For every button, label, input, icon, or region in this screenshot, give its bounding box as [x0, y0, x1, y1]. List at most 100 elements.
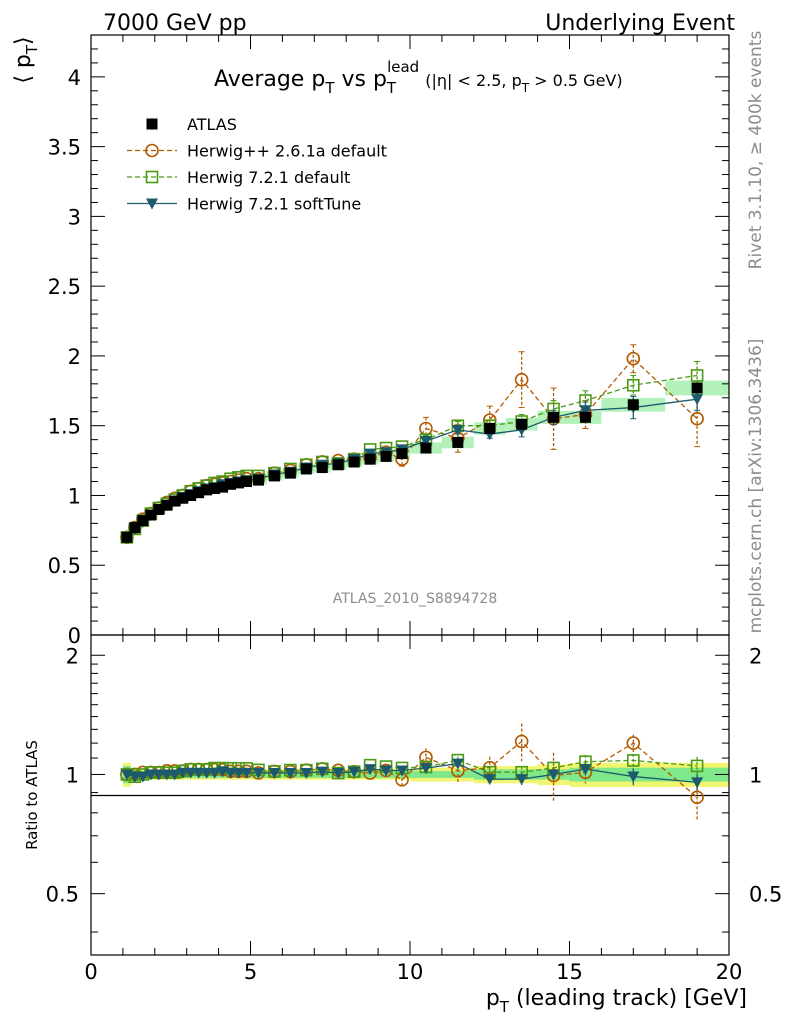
plot-title: Average pT vs pTlead(|η| < 2.5, pT > 0.5…: [214, 58, 623, 97]
ratio-y-tick-label-left: 1: [66, 763, 79, 787]
data-point: [332, 459, 344, 471]
data-point: [579, 411, 591, 423]
ratio-point: [192, 767, 205, 779]
legend-label: Herwig 7.2.1 softTune: [187, 195, 361, 214]
data-point: [626, 378, 640, 392]
main-panel: 00.511.522.533.54 Average pT vs pTlead(|…: [48, 34, 730, 648]
xlabel-pre: p: [486, 986, 500, 1011]
ratio-point: [348, 766, 361, 778]
xlabel-post: (leading track) [GeV]: [509, 986, 747, 1011]
legend-label: Herwig++ 2.6.1a default: [187, 142, 387, 161]
ratio-point: [208, 767, 221, 779]
ratio-point: [547, 769, 560, 781]
y-axis-label: ⟨ pT⟩: [11, 36, 41, 83]
ratio-point: [627, 771, 640, 783]
data-point: [177, 492, 189, 504]
title-cut-a: (|η| < 2.5, p: [425, 71, 522, 90]
data-point: [626, 351, 641, 366]
data-point: [129, 522, 141, 534]
ratio-point: [200, 767, 213, 779]
x-tick-label: 5: [244, 960, 257, 984]
data-point: [380, 450, 392, 462]
main-axis-ticks: 0 0.5 1 1.5 2 2.5 3 3.5 4: [48, 34, 730, 648]
data-point: [691, 382, 703, 394]
rivet-version-label: Rivet 3.1.10, ≥ 400k events: [746, 31, 766, 270]
ratio-point: [626, 736, 641, 750]
ratio-point: [396, 765, 409, 777]
data-point: [690, 411, 704, 426]
ratio-point: [284, 767, 297, 779]
ratio-band-inner: [410, 771, 442, 778]
ratio-point: [690, 759, 704, 773]
ratio-point: [316, 766, 329, 778]
main-y-tick-label: 0: [68, 624, 81, 648]
data-point: [348, 456, 360, 468]
ratio-band-inner: [314, 771, 347, 778]
ratio-line: [126, 762, 698, 784]
main-y-tick-label: 1.5: [48, 415, 81, 439]
ratio-point: [451, 758, 464, 770]
ratio-point: [364, 764, 377, 776]
data-point: [627, 399, 639, 411]
ratio-point: [626, 754, 640, 767]
ratio-point: [515, 774, 528, 786]
ratio-point: [136, 771, 149, 783]
x-tick-label: 0: [84, 960, 97, 984]
data-point: [451, 424, 464, 436]
title-vs: vs p: [334, 67, 386, 92]
ratio-point: [419, 763, 432, 775]
x-tick-label: 10: [397, 960, 424, 984]
ratio-point: [252, 767, 265, 779]
legend-label: Herwig 7.2.1 default: [187, 168, 350, 187]
ratio-axis-ticks: 0 5 10 15 20 0.5 0.5 1 1 2 2: [46, 635, 782, 984]
x-tick-label: 20: [716, 960, 743, 984]
ratio-y-tick-label-left: 0.5: [46, 883, 79, 907]
ratio-point: [224, 767, 237, 779]
data-point: [579, 405, 592, 417]
data-point: [252, 474, 264, 486]
data-point: [225, 478, 237, 490]
ratio-point: [184, 767, 197, 779]
legend-marker: [146, 198, 158, 210]
ratio-point: [240, 767, 253, 779]
series-line: [126, 398, 698, 538]
data-point: [419, 436, 432, 448]
ratio-point: [332, 768, 345, 780]
ratio-panel: 0 5 10 15 20 0.5 0.5 1 1 2 2: [46, 634, 782, 984]
ratio-y-tick-label-right: 2: [749, 644, 762, 668]
data-point: [690, 369, 704, 382]
ratio-point: [691, 777, 704, 789]
data-point: [514, 372, 529, 387]
ratio-y-tick-label-left: 2: [66, 644, 79, 668]
ratio-band-inner: [282, 771, 315, 778]
ratio-series: [120, 723, 704, 822]
data-point: [364, 453, 376, 465]
ratio-point: [232, 767, 245, 779]
x-axis-label: pT (leading track) [GeV]: [486, 986, 747, 1016]
data-point: [137, 515, 149, 527]
x-tick-label: 15: [556, 960, 583, 984]
data-point: [452, 436, 464, 448]
legend-marker: [145, 170, 159, 184]
data-point: [193, 487, 205, 499]
data-point: [185, 489, 197, 501]
mcplots-label: mcplots.cern.ch [arXiv:1306.3436]: [746, 339, 766, 634]
ylabel-left: ⟨ p: [11, 54, 36, 84]
data-point: [691, 394, 704, 406]
ratio-point: [144, 769, 157, 781]
title-cut-sub: T: [521, 81, 530, 95]
ratio-point: [380, 765, 393, 777]
title-main: Average p: [214, 67, 325, 92]
title-vs-sub: T: [386, 79, 397, 97]
main-y-tick-label: 2: [68, 345, 81, 369]
ratio-band-inner: [250, 771, 283, 778]
ratio-point: [579, 764, 592, 776]
ratio-point: [690, 790, 704, 805]
main-y-tick-label: 0.5: [48, 554, 81, 578]
ratio-band-inner: [346, 771, 379, 778]
ratio-point: [168, 769, 181, 781]
series-0: [121, 382, 703, 543]
main-y-tick-label: 2.5: [48, 275, 81, 299]
legend-marker: [146, 118, 158, 130]
